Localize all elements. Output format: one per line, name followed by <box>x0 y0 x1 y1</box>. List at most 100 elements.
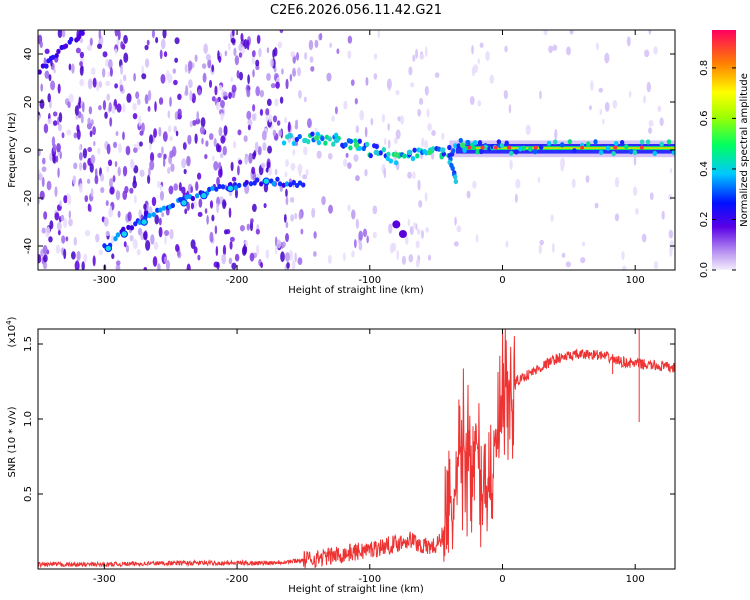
noise-mark <box>72 175 77 185</box>
drop-feature-mark <box>453 174 458 180</box>
main-track-peak <box>353 142 360 148</box>
noise-mark <box>189 120 193 128</box>
noise-mark <box>186 155 191 167</box>
blob-mark <box>392 220 401 229</box>
noise-mark <box>345 152 349 158</box>
noise-mark <box>472 180 477 189</box>
noise-mark <box>94 175 99 185</box>
noise-mark <box>284 117 288 124</box>
noise-mark <box>63 218 68 229</box>
noise-mark <box>78 144 82 152</box>
main-track <box>281 131 675 166</box>
descending-track-mark <box>275 176 280 182</box>
main-track-mark <box>477 140 483 146</box>
noise-mark <box>548 45 553 54</box>
noise-mark <box>114 160 118 168</box>
noise-mark <box>143 203 147 210</box>
noise-mark <box>46 226 51 237</box>
noise-mark <box>477 58 480 64</box>
descending-track-mark <box>233 185 239 191</box>
noise-mark <box>145 239 151 251</box>
main-track-peak <box>313 135 320 141</box>
descending-track <box>102 176 306 253</box>
noise-mark <box>418 97 424 106</box>
noise-mark <box>314 39 319 49</box>
noise-mark <box>228 207 232 218</box>
noise-mark <box>408 66 413 76</box>
noise-mark <box>122 103 126 113</box>
main-track-peak <box>373 149 380 156</box>
descending-track-peak <box>140 218 148 226</box>
noise-mark <box>274 246 278 255</box>
noise-mark <box>260 261 264 269</box>
noise-mark <box>270 58 274 68</box>
noise-mark <box>358 242 363 251</box>
noise-mark <box>231 262 237 270</box>
noise-mark <box>276 120 281 126</box>
noise-mark <box>343 252 346 262</box>
noise-mark <box>144 58 150 68</box>
noise-mark <box>114 48 118 55</box>
noise-mark <box>86 122 93 130</box>
noise-mark <box>251 166 256 175</box>
noise-mark <box>222 91 228 97</box>
noise-mark <box>41 157 46 165</box>
main-track-mark <box>388 158 394 164</box>
snr-y-tick-label: 1.0 <box>23 411 34 427</box>
noise-mark <box>73 236 77 246</box>
colorbar-label: Normalized spectral amplitude <box>739 73 750 227</box>
noise-mark <box>100 186 105 194</box>
noise-mark <box>297 257 303 265</box>
noise-mark <box>279 96 284 104</box>
noise-mark <box>268 167 272 176</box>
noise-mark <box>216 202 219 214</box>
noise-mark <box>159 184 163 191</box>
noise-mark <box>294 212 298 220</box>
descending-track-mark <box>161 205 167 211</box>
noise-mark <box>122 190 128 201</box>
noise-mark <box>54 186 58 198</box>
noise-mark <box>48 236 53 243</box>
noise-mark <box>80 113 84 124</box>
noise-mark <box>71 251 76 260</box>
noise-mark <box>377 30 380 39</box>
upper-left-track-mark <box>38 69 42 75</box>
noise-mark <box>505 240 509 248</box>
noise-mark <box>109 117 113 127</box>
noise-mark <box>238 52 243 58</box>
noise-mark <box>59 200 62 207</box>
noise-mark <box>304 52 308 60</box>
main-track-mark <box>451 148 456 154</box>
noise-mark <box>60 214 65 222</box>
noise-mark <box>158 217 162 226</box>
noise-mark <box>123 241 127 248</box>
noise-mark <box>39 40 43 49</box>
noise-mark <box>268 113 273 123</box>
noise-mark <box>61 132 65 139</box>
noise-mark <box>566 46 571 56</box>
descending-track-mark <box>288 182 293 188</box>
noise-mark <box>387 123 391 131</box>
noise-mark <box>388 223 393 234</box>
noise-mark <box>283 213 287 223</box>
noise-mark <box>57 167 60 178</box>
descending-track-mark <box>214 186 219 192</box>
noise-mark <box>172 68 176 74</box>
noise-mark <box>134 194 137 204</box>
descending-track-mark <box>244 179 249 186</box>
noise-mark <box>284 252 290 262</box>
noise-mark <box>102 100 107 111</box>
noise-mark <box>669 245 673 257</box>
upper-left-track-mark <box>50 54 56 60</box>
noise-mark <box>82 162 87 171</box>
noise-mark <box>122 74 127 82</box>
noise-mark <box>276 239 282 249</box>
noise-mark <box>231 176 237 182</box>
noise-mark <box>87 78 93 90</box>
noise-mark <box>290 214 295 222</box>
noise-mark <box>626 36 631 47</box>
noise-mark <box>425 226 429 233</box>
noise-mark <box>204 153 208 160</box>
noise-mark <box>181 186 186 194</box>
main-track-mark <box>281 140 287 146</box>
